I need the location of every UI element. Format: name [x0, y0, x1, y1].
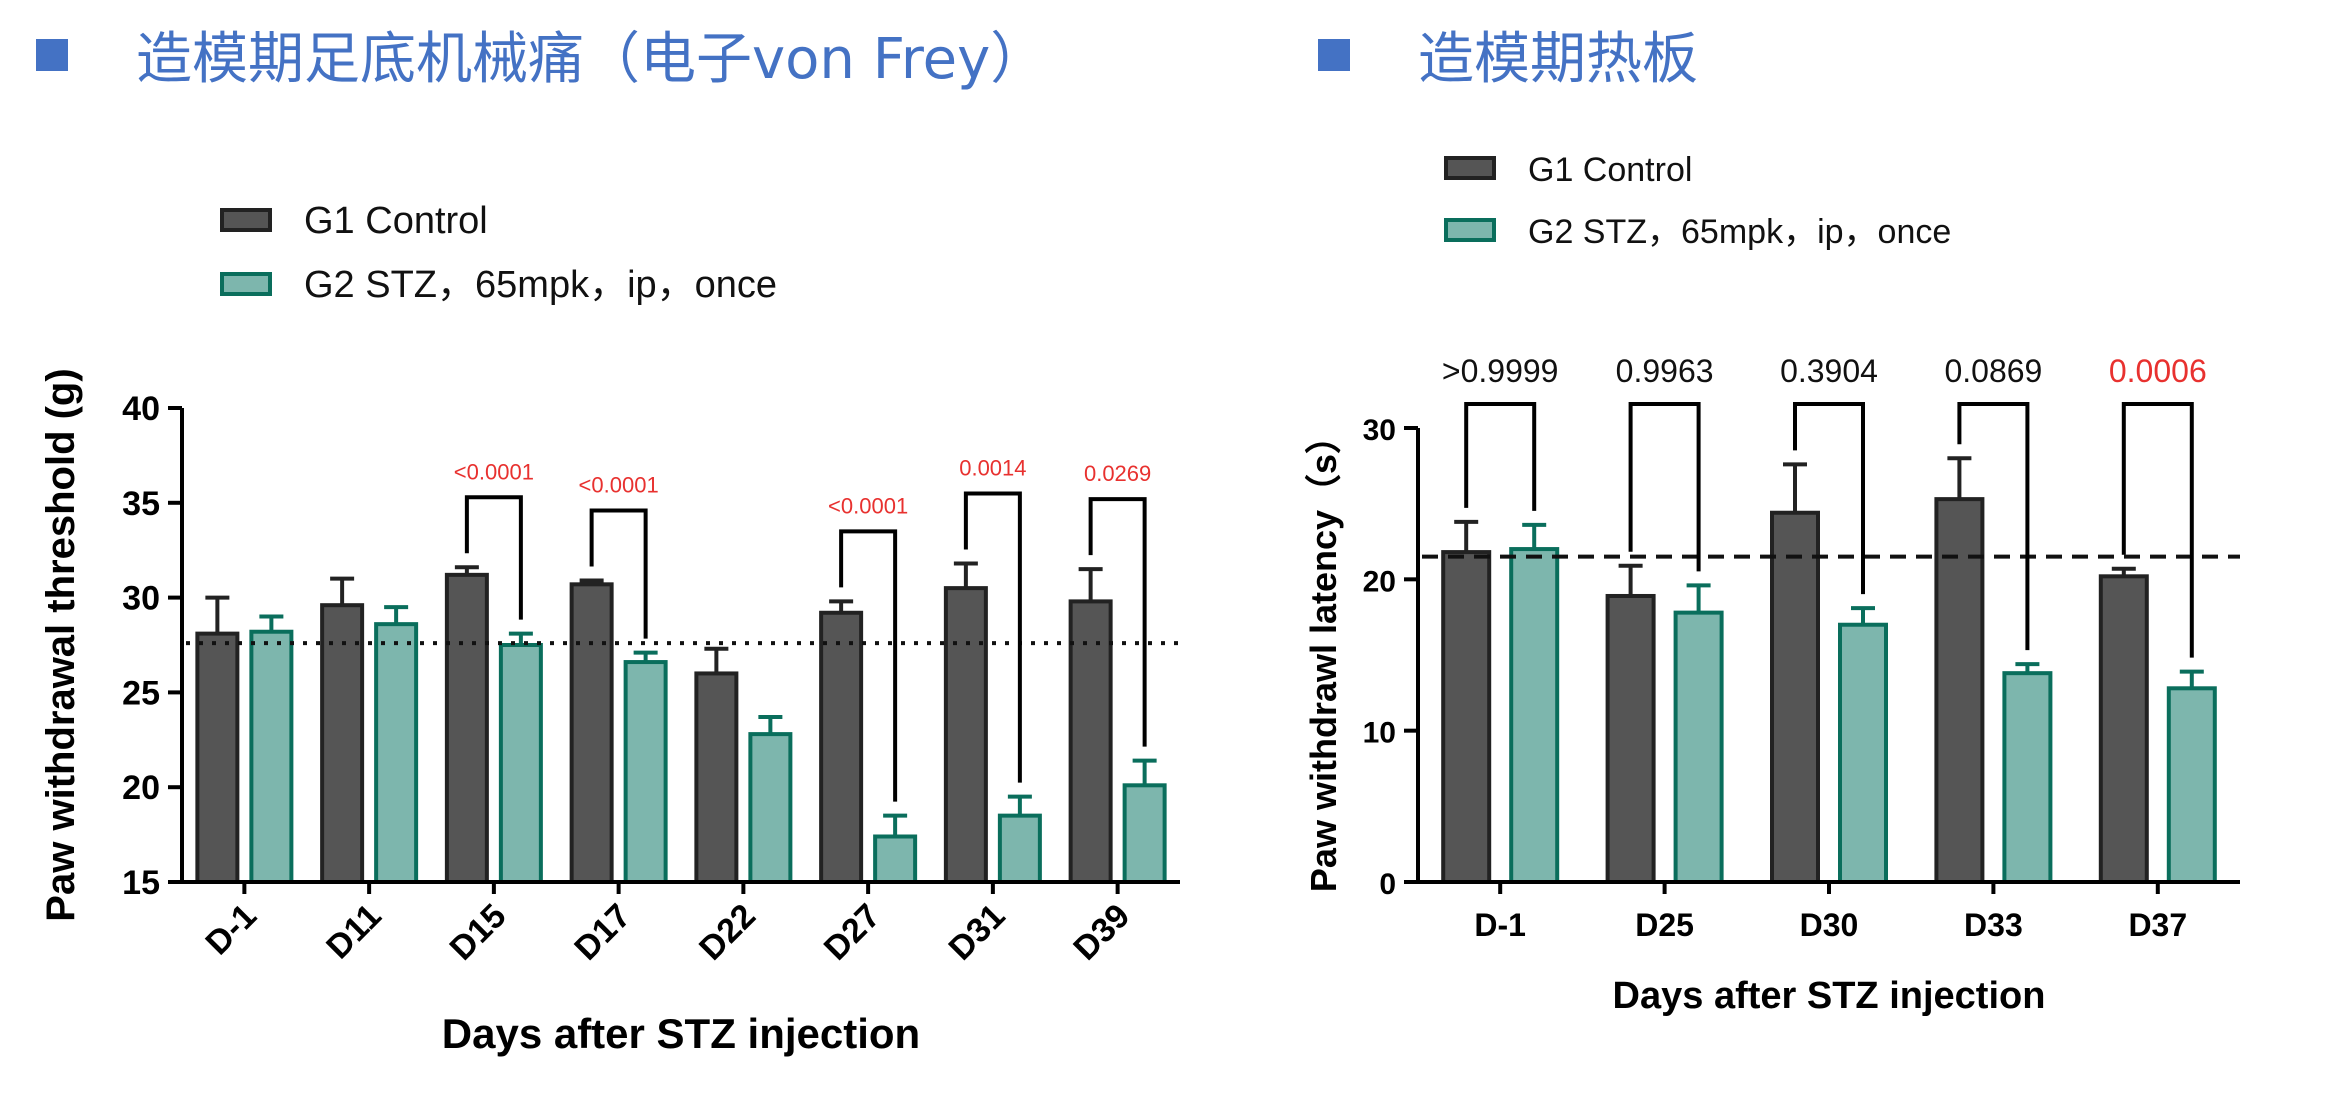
comparison-bracket — [839, 529, 898, 802]
x-axis-label: Days after STZ injection — [442, 1010, 920, 1057]
x-tick-label: D-1 — [1474, 907, 1526, 943]
legend-swatch — [220, 208, 272, 232]
x-tick-label: D33 — [1964, 907, 2023, 943]
left-section-title: 造模期足底机械痛（电子von Frey） — [36, 14, 1046, 95]
comparison-bracket — [1793, 402, 1865, 595]
bar-control — [1605, 593, 1656, 884]
y-tick-label: 25 — [122, 674, 160, 712]
bar-stz — [997, 813, 1042, 885]
comparison-bracket — [2121, 402, 2194, 658]
comparison-bracket — [1957, 402, 2030, 651]
y-tick-label: 35 — [122, 485, 160, 523]
title-bullet-icon — [36, 38, 68, 71]
x-tick-label: D25 — [1635, 907, 1694, 943]
y-axis-label: Paw withdrawal threshold (g) — [39, 368, 83, 921]
y-tick-label: 30 — [122, 580, 160, 618]
x-tick-label: D37 — [2128, 907, 2187, 943]
comparison-bracket — [1628, 402, 1701, 572]
bar-control — [1770, 510, 1820, 884]
bar-stz — [1509, 547, 1560, 884]
legend-swatch — [1444, 218, 1496, 242]
bar-stz — [748, 732, 793, 884]
y-tick-label: 10 — [1363, 717, 1396, 750]
p-value-label: 0.0006 — [2109, 353, 2207, 389]
right-section-title: 造模期热板 — [1318, 14, 1698, 95]
comparison-bracket — [1088, 497, 1147, 747]
bar-control — [1934, 497, 1985, 884]
p-value-label: >0.9999 — [1442, 353, 1559, 389]
p-value-label: 0.9963 — [1616, 353, 1714, 389]
bar-stz — [1838, 622, 1888, 884]
legend-label: G2 STZ，65mpk，ip，once — [1528, 213, 1951, 251]
comparison-bracket — [1464, 402, 1537, 511]
p-value-label: <0.0001 — [579, 473, 659, 498]
p-value-label: <0.0001 — [828, 493, 908, 518]
bar-stz — [1673, 610, 1724, 884]
bar-control — [444, 572, 489, 885]
left-title-text: 造模期足底机械痛（电子von Frey） — [136, 27, 1047, 92]
y-axis-label: Paw withdrawl latency（s） — [1303, 418, 1344, 892]
comparison-bracket — [963, 491, 1022, 783]
y-tick-label: 0 — [1379, 868, 1396, 901]
bar-control — [2098, 574, 2149, 884]
y-tick-label: 20 — [1363, 565, 1396, 598]
bar-stz — [498, 643, 543, 884]
y-tick-label: 20 — [122, 769, 160, 807]
comparison-bracket — [589, 508, 648, 639]
p-value-label: 0.0014 — [959, 455, 1026, 480]
p-value-label: 0.0869 — [1944, 353, 2042, 389]
x-axis-label: Days after STZ injection — [1613, 975, 2046, 1017]
p-value-label: 0.3904 — [1780, 353, 1878, 389]
legend-label: G2 STZ，65mpk，ip，once — [304, 264, 777, 306]
y-tick-label: 30 — [1363, 414, 1396, 447]
comparison-bracket — [464, 495, 523, 620]
legend-swatch — [220, 272, 272, 296]
title-bullet-icon — [1318, 38, 1350, 71]
bar-stz — [623, 660, 668, 885]
bar-stz — [2002, 671, 2053, 884]
p-value-label: 0.0269 — [1084, 461, 1151, 486]
bar-control — [1441, 550, 1492, 884]
bar-control — [1068, 599, 1113, 885]
bar-control — [320, 603, 365, 885]
legend-swatch — [1444, 156, 1496, 180]
bar-stz — [2166, 686, 2217, 884]
right-title-text: 造模期热板 — [1418, 27, 1698, 92]
y-tick-label: 40 — [122, 390, 160, 428]
y-tick-label: 15 — [122, 864, 160, 902]
legend-label: G1 Control — [304, 200, 488, 242]
legend-label: G1 Control — [1528, 151, 1692, 189]
x-tick-label: D30 — [1800, 907, 1859, 943]
p-value-label: <0.0001 — [454, 459, 534, 484]
